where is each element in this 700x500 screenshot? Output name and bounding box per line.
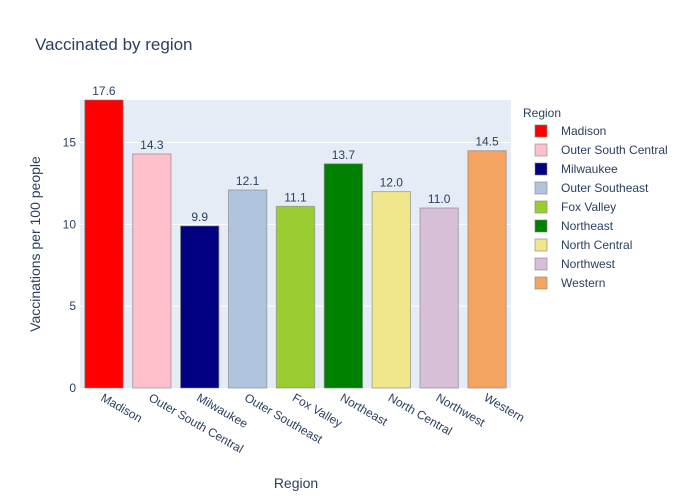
bar[interactable] [323,163,364,389]
legend-swatch [534,200,548,214]
legend-label: Outer South Central [561,143,668,157]
x-tick-label: Western [482,390,528,424]
bar-value-label: 11.1 [284,190,307,204]
legend-item[interactable]: North Central [534,238,632,252]
bar[interactable] [467,150,507,389]
y-tick-label: 15 [63,136,77,150]
legend-label: Madison [561,124,606,138]
legend-label: Northwest [561,257,616,271]
legend-label: Milwaukee [561,162,618,176]
legend-item[interactable]: Northwest [534,257,616,271]
legend-item[interactable]: Madison [534,124,606,138]
legend-swatch [534,238,548,252]
x-axis-ticks: Madison Outer South CentralMilwaukeeOuter… [98,390,527,455]
bar-value-label: 11.0 [428,192,451,206]
legend-swatch [534,162,548,176]
legend-item[interactable]: Fox Valley [534,200,616,214]
legend-swatch [534,181,548,195]
bar-value-label: 12.1 [236,174,260,188]
legend-item[interactable]: Outer Southeast [534,181,649,195]
legend-swatch [534,124,548,138]
legend-swatch [534,276,548,290]
legend-swatch [534,257,548,271]
x-tick-label: Northeast [338,390,391,428]
y-tick-label: 5 [69,299,76,313]
legend-label: Outer Southeast [561,181,649,195]
legend-swatch [534,143,548,157]
legend-items[interactable]: Madison Outer South Central Milwaukee Outer… [534,124,668,290]
y-axis-ticks: 0 5 10 15 [63,136,77,395]
bar[interactable] [132,153,172,389]
x-axis-title: Region [274,475,318,491]
bar-value-label: 17.6 [92,84,116,98]
legend-item[interactable]: Outer South Central [534,143,668,157]
legend-item[interactable]: Western [534,276,605,290]
y-axis-title: Vaccinations per 100 people [27,156,43,332]
x-tick-label: Madison [98,390,144,425]
bars: 17.6 14.3 9.9 12.1 11.1 13.7 12.0 11.0 14.5 [84,84,507,389]
legend-swatch [534,219,548,233]
legend-label: Western [561,276,605,290]
legend-title: Region [523,106,561,120]
bar[interactable] [227,189,268,389]
legend[interactable]: Region Madison Outer South Central Milwauk… [523,106,668,290]
bar[interactable] [180,225,220,389]
bar[interactable] [371,191,411,389]
legend-item[interactable]: Northeast [534,219,614,233]
bar-value-label: 12.0 [380,176,404,190]
y-tick-label: 0 [69,381,76,395]
legend-item[interactable]: Milwaukee [534,162,618,176]
legend-label: Northeast [561,219,614,233]
chart-title: Vaccinated by region [35,35,193,54]
bar-value-label: 9.9 [191,210,208,224]
bar-value-label: 14.5 [475,135,499,149]
bar-value-label: 13.7 [332,148,356,162]
bar[interactable] [84,99,124,389]
y-tick-label: 10 [63,217,77,231]
bar[interactable] [275,205,316,389]
bar[interactable] [419,207,459,389]
legend-label: North Central [561,238,632,252]
legend-label: Fox Valley [561,200,616,214]
bar-value-label: 14.3 [140,138,164,152]
